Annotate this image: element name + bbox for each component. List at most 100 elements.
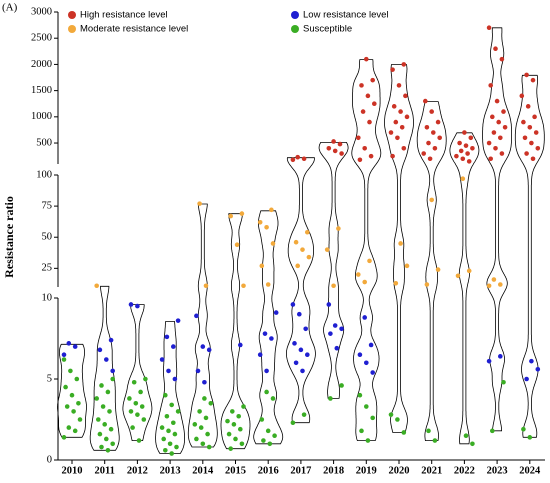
panel-label: (A) — [2, 2, 18, 14]
data-point — [360, 109, 366, 114]
data-point — [334, 345, 340, 351]
data-point — [359, 428, 364, 434]
data-point — [197, 201, 202, 206]
data-point — [135, 412, 140, 417]
data-point — [365, 438, 371, 443]
data-point — [339, 151, 344, 156]
data-point — [356, 272, 361, 277]
y-axis-label: Resistance ratio — [2, 196, 16, 278]
violin — [187, 203, 218, 448]
data-point — [262, 331, 268, 336]
data-point — [368, 153, 374, 159]
x-tick-label: 2014 — [192, 465, 214, 476]
data-point — [522, 135, 528, 141]
data-point — [100, 404, 106, 409]
data-point — [357, 157, 363, 163]
data-point — [238, 426, 243, 432]
data-point — [525, 104, 531, 109]
data-point — [72, 344, 78, 349]
data-point — [128, 302, 134, 307]
data-point — [273, 310, 279, 315]
data-point — [339, 383, 344, 388]
data-point — [163, 392, 168, 398]
data-point — [97, 347, 103, 353]
data-point — [300, 368, 305, 374]
data-point — [486, 358, 492, 364]
data-point — [328, 396, 333, 401]
legend-marker — [68, 25, 76, 33]
data-point — [398, 109, 403, 114]
data-point — [225, 418, 230, 424]
data-point — [169, 451, 174, 456]
data-point — [435, 267, 441, 272]
data-point — [426, 428, 431, 434]
data-point — [69, 392, 75, 398]
data-point — [490, 114, 495, 120]
data-point — [455, 273, 461, 279]
data-point — [203, 415, 209, 421]
data-point — [401, 145, 407, 151]
data-point — [130, 425, 135, 430]
data-point — [395, 135, 400, 141]
data-point — [108, 337, 114, 343]
data-point — [265, 282, 271, 287]
data-point — [233, 436, 238, 442]
data-point — [519, 93, 525, 99]
data-point — [241, 404, 246, 409]
data-point — [468, 135, 474, 141]
data-point — [200, 344, 206, 349]
data-point — [362, 315, 368, 320]
violins — [57, 27, 545, 454]
violin — [449, 132, 480, 445]
x-tick-label: 2019 — [356, 465, 377, 476]
data-point — [236, 413, 241, 419]
data-point — [356, 135, 361, 141]
data-point — [135, 303, 140, 309]
data-point — [367, 258, 372, 264]
data-point — [328, 331, 333, 336]
data-point — [404, 263, 410, 269]
data-point — [332, 323, 338, 328]
violin — [351, 59, 382, 441]
x-tick-label: 2021 — [421, 465, 442, 476]
data-point — [264, 368, 269, 374]
data-point — [493, 46, 498, 51]
data-point — [390, 153, 395, 159]
violin — [155, 321, 185, 454]
data-point — [166, 368, 171, 374]
data-point — [305, 229, 310, 235]
data-point — [77, 417, 83, 422]
data-point — [192, 422, 198, 427]
data-point — [424, 125, 430, 130]
data-point — [228, 213, 233, 219]
x-tick-label: 2012 — [127, 465, 148, 476]
data-point — [499, 151, 505, 156]
data-point — [398, 241, 403, 246]
data-point — [339, 326, 344, 332]
data-point — [267, 441, 273, 447]
data-point — [99, 444, 104, 450]
data-point — [521, 426, 526, 432]
data-point — [172, 431, 178, 437]
data-point — [463, 433, 469, 439]
data-point — [524, 151, 529, 156]
violin — [416, 101, 447, 441]
data-point — [458, 148, 464, 154]
data-point — [331, 139, 336, 144]
y-tick-label: 2500 — [31, 33, 52, 44]
data-point — [372, 101, 377, 107]
data-point — [496, 119, 502, 125]
data-point — [396, 83, 402, 88]
data-point — [359, 83, 364, 88]
data-point — [94, 283, 99, 289]
violin — [286, 157, 316, 424]
data-point — [205, 431, 210, 437]
data-point — [110, 376, 115, 382]
data-point — [68, 368, 73, 374]
data-point — [272, 433, 277, 439]
data-point — [370, 370, 376, 375]
data-point — [171, 344, 176, 349]
y-tick-label: 500 — [36, 137, 52, 148]
legend-label: Moderate resistance level — [80, 24, 188, 35]
